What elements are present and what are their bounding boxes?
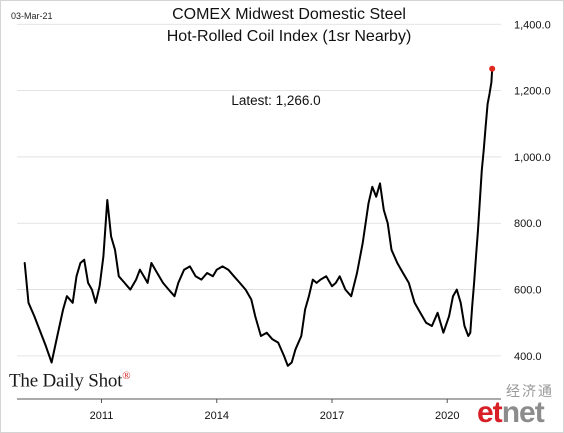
hrc-price-line [23,67,494,367]
watermark-logo: etnet [477,396,545,429]
watermark-cn-text: 经济通 [506,384,554,400]
y-tick-label: 1,200.0 [514,86,551,98]
chart-title-line2: Hot-Rolled Coil Index (1sr Nearby) [166,28,412,45]
chart-title: COMEX Midwest Domestic Steel Hot-Rolled … [101,4,477,48]
watermark-logo-et: et [477,396,503,429]
y-tick-label: 400.0 [514,351,542,363]
date-stamp: 03-Mar-21 [11,11,53,21]
x-tick-label: 2017 [320,410,344,422]
watermark-logo-net: net [501,396,545,429]
x-tick-label: 2011 [90,410,114,422]
tick-label-layer: 400.0 600.0 800.0 1,000.0 1,200.0 1,400.0 2011… [90,19,551,422]
x-tick-label: 2020 [435,410,459,422]
source-brand: The Daily Shot® [9,370,131,392]
y-tick-label: 1,000.0 [514,152,551,164]
axis-layer [17,398,501,403]
chart-title-line1: COMEX Midwest Domestic Steel [172,6,406,23]
latest-point-marker [489,65,496,72]
source-brand-text: The Daily Shot [9,370,123,392]
series-layer [23,65,496,367]
y-tick-label: 1,400.0 [514,19,551,31]
grid-layer [17,23,501,357]
y-tick-label: 600.0 [514,285,542,297]
x-tick-label: 2014 [205,410,229,422]
latest-value-annotation: Latest: 1,266.0 [231,93,321,108]
registered-mark: ® [122,370,131,382]
y-tick-label: 800.0 [514,218,542,230]
